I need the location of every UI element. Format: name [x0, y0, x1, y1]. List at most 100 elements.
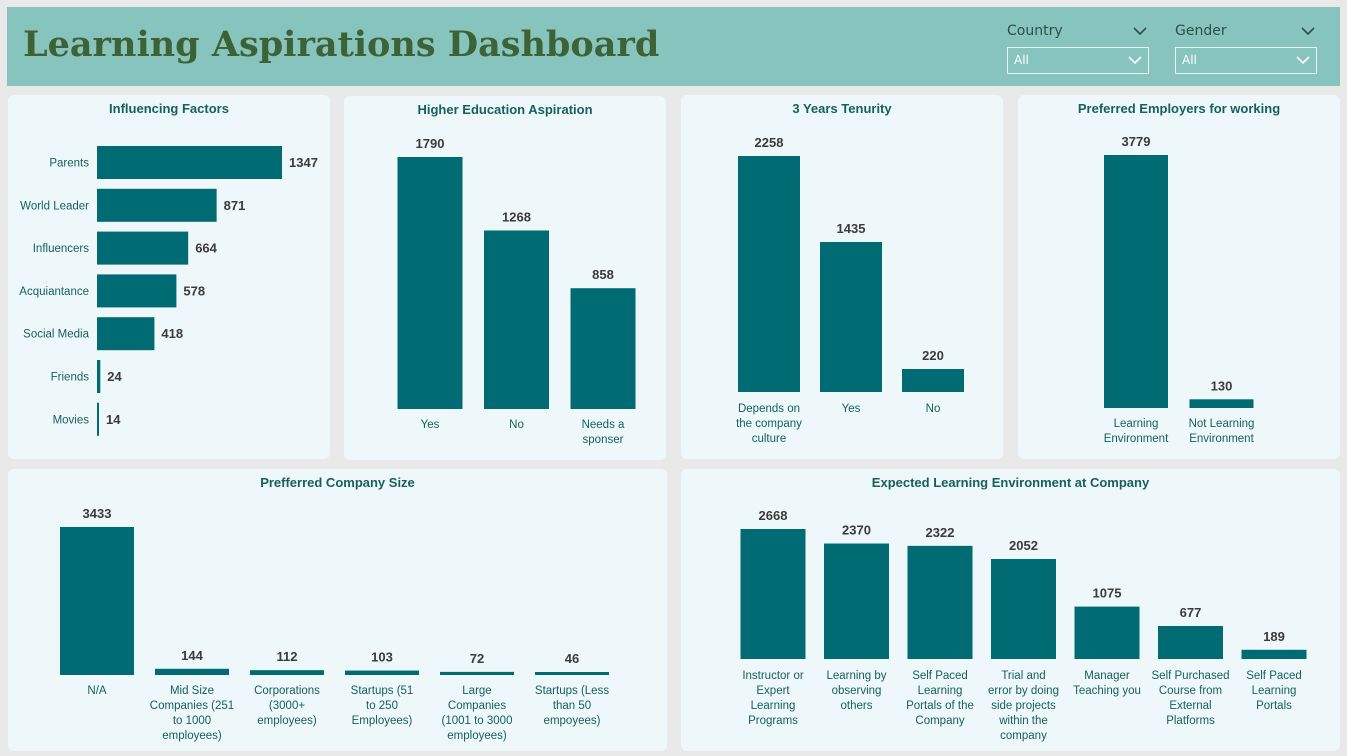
- tenurity-chart: 2258 Depends on the company culture 1435 Yes 2…: [736, 135, 964, 445]
- chart-title: Preferred Employers for working: [1077, 101, 1281, 116]
- data-label: 2370: [842, 523, 871, 538]
- data-label: 72: [470, 651, 484, 666]
- data-label: 2258: [755, 135, 784, 150]
- category-label: Self Paced Learning Portals: [1246, 670, 1302, 712]
- category-label: Learning by observing others: [826, 670, 886, 712]
- gender-slicer[interactable]: Gender All: [1175, 21, 1317, 74]
- bar[interactable]: [97, 360, 101, 393]
- higher-education-chart: 1790 Yes 1268 No 858 Needs a sponser: [397, 136, 636, 446]
- dashboard-header: Learning Aspirations Dashboard Country A…: [7, 7, 1340, 86]
- category-label: No: [926, 403, 941, 415]
- data-label: 2322: [926, 525, 955, 540]
- category-label: Yes: [421, 419, 440, 431]
- bar[interactable]: [397, 157, 463, 409]
- bar[interactable]: [820, 242, 882, 392]
- bar[interactable]: [907, 545, 973, 659]
- data-label: 3433: [83, 506, 112, 521]
- bar[interactable]: [824, 543, 889, 659]
- bar[interactable]: [902, 369, 964, 392]
- bar[interactable]: [97, 274, 177, 308]
- data-label: 677: [1180, 605, 1202, 620]
- bar[interactable]: [440, 671, 514, 675]
- bar[interactable]: [1074, 606, 1140, 659]
- gender-slicer-label: Gender: [1175, 23, 1227, 39]
- bar[interactable]: [97, 146, 282, 179]
- category-label: Social Media: [23, 329, 89, 341]
- chart-title: Influencing Factors: [109, 101, 229, 116]
- data-label: 24: [107, 369, 122, 384]
- data-label: 578: [183, 283, 205, 298]
- chevron-down-icon[interactable]: [1128, 48, 1142, 73]
- data-label: 871: [224, 198, 246, 213]
- higher-education-card: Higher Education Aspiration 1790 Yes 1268 N…: [344, 96, 666, 460]
- bar[interactable]: [1158, 626, 1223, 659]
- chart-title: Expected Learning Environment at Company: [871, 475, 1150, 490]
- data-label: 664: [195, 241, 217, 256]
- data-label: 1790: [416, 136, 445, 151]
- bar[interactable]: [1189, 399, 1254, 408]
- data-label: 189: [1263, 629, 1285, 644]
- bar[interactable]: [97, 188, 217, 222]
- country-slicer[interactable]: Country All: [1007, 21, 1149, 74]
- data-label: 103: [371, 650, 393, 665]
- bar[interactable]: [97, 231, 189, 265]
- category-label: Startups (51 to 250 Employees): [351, 685, 414, 727]
- bar[interactable]: [738, 156, 800, 392]
- bar[interactable]: [250, 670, 324, 675]
- bar[interactable]: [740, 529, 806, 659]
- data-label: 130: [1211, 378, 1233, 393]
- bar[interactable]: [97, 317, 155, 351]
- data-label: 112: [277, 649, 298, 664]
- category-label: No: [509, 419, 524, 431]
- data-label: 2052: [1009, 538, 1038, 553]
- tenurity-card: 3 Years Tenurity 2258 Depends on the compa…: [681, 95, 1003, 459]
- data-label: 1268: [502, 209, 531, 224]
- bar[interactable]: [1104, 155, 1168, 408]
- data-label: 46: [565, 651, 579, 666]
- category-label: Depends on the company culture: [736, 403, 802, 445]
- country-select[interactable]: All: [1007, 47, 1149, 74]
- chevron-down-icon[interactable]: [1301, 21, 1315, 41]
- bar[interactable]: [97, 402, 99, 436]
- category-label: Parents: [49, 158, 89, 170]
- chevron-down-icon[interactable]: [1296, 48, 1310, 73]
- preferred-employers-card: Preferred Employers for working 3779 Lear…: [1018, 95, 1340, 459]
- data-label: 14: [106, 412, 121, 427]
- category-label: Corporations (3000+ employees): [254, 685, 320, 727]
- bar[interactable]: [570, 288, 636, 409]
- category-label: Instructor or Expert Learning Programs: [742, 670, 804, 727]
- category-label: Learning Environment: [1104, 418, 1169, 445]
- bar[interactable]: [484, 230, 549, 409]
- category-label: Large Companies (1001 to 3000 employees): [442, 685, 513, 742]
- bar[interactable]: [991, 559, 1056, 659]
- data-label: 220: [922, 348, 944, 363]
- bar[interactable]: [345, 670, 419, 675]
- bar[interactable]: [155, 668, 229, 675]
- bar[interactable]: [1241, 649, 1307, 659]
- company-size-card: Prefferred Company Size 3433 N/A 144 Mid Si…: [8, 469, 667, 751]
- chart-title: Prefferred Company Size: [260, 475, 415, 490]
- category-label: Self Purchased Course from External Platfor…: [1152, 670, 1230, 727]
- data-label: 418: [161, 326, 183, 341]
- bar[interactable]: [60, 527, 134, 675]
- category-label: Manager Teaching you: [1073, 670, 1141, 697]
- chart-title: 3 Years Tenurity: [792, 101, 892, 116]
- company-size-chart: 3433 N/A 144 Mid Size Companies (251 to 1000 e…: [60, 506, 609, 742]
- data-label: 1075: [1093, 586, 1122, 601]
- category-label: Mid Size Companies (251 to 1000 employees): [150, 685, 234, 742]
- category-label: Startups (Less than 50 empoyees): [535, 685, 609, 727]
- country-slicer-label: Country: [1007, 23, 1063, 39]
- gender-select[interactable]: All: [1175, 47, 1317, 74]
- data-label: 3779: [1122, 134, 1151, 149]
- chevron-down-icon[interactable]: [1133, 21, 1147, 41]
- category-label: Self Paced Learning Portals of the Company: [906, 670, 974, 727]
- data-label: 1435: [837, 221, 866, 236]
- category-label: N/A: [87, 685, 107, 697]
- learning-environment-card: Expected Learning Environment at Company…: [681, 469, 1340, 751]
- category-label: Trial and error by doing side projects with…: [988, 670, 1059, 742]
- country-select-value: All: [1014, 53, 1029, 67]
- category-label: Needs a sponser: [582, 419, 625, 446]
- bar[interactable]: [535, 672, 609, 675]
- chart-title: Higher Education Aspiration: [417, 102, 593, 117]
- category-label: Movies: [53, 414, 90, 426]
